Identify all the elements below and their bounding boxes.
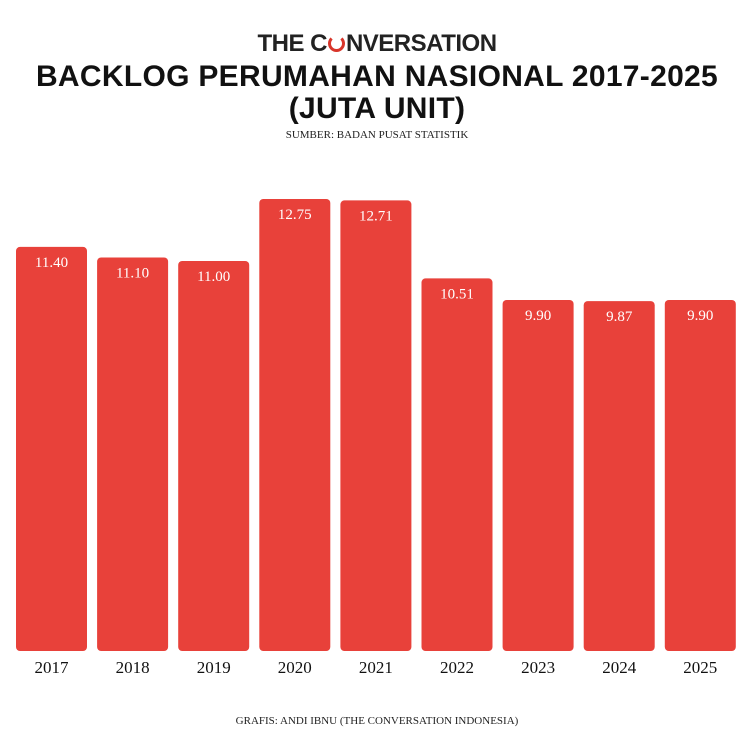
chart-source: SUMBER: BADAN PUSAT STATISTIK — [285, 129, 469, 141]
chart-title-line1: BACKLOG PERUMAHAN NASIONAL 2017-2025 — [35, 60, 719, 93]
bar-value-label: 11.10 — [116, 266, 149, 282]
bar-2018 — [97, 257, 169, 651]
bar-value-label: 12.75 — [278, 207, 312, 223]
bar-value-label: 11.00 — [197, 269, 230, 285]
chart-title-line2: (JUTA UNIT) — [288, 92, 466, 125]
logo-o-mark-icon — [327, 35, 345, 52]
x-tick-label: 2019 — [197, 658, 231, 677]
brand-logo: THE C NVERSATION — [0, 30, 754, 58]
chart-credit: GRAFIS: ANDI IBNU (THE CONVERSATION INDO… — [235, 715, 519, 727]
bar-2021 — [340, 200, 412, 651]
bar-value-label: 9.90 — [687, 308, 713, 324]
bar-2022 — [421, 278, 493, 651]
bar-value-label: 9.90 — [525, 308, 551, 324]
bar-2020 — [259, 199, 331, 651]
bar-2024 — [583, 301, 655, 651]
logo-text-prefix: THE C — [257, 30, 327, 57]
x-tick-label: 2018 — [116, 658, 150, 677]
bar-value-label: 9.87 — [606, 309, 633, 325]
bar-2025 — [664, 300, 736, 651]
x-tick-label: 2021 — [359, 658, 393, 677]
logo-text-suffix: NVERSATION — [345, 30, 497, 57]
bar-2023 — [502, 300, 574, 651]
x-tick-label: 2025 — [683, 658, 717, 677]
bar-value-label: 12.71 — [359, 208, 393, 224]
x-tick-label: 2023 — [521, 658, 555, 677]
bar-value-label: 11.40 — [35, 255, 68, 271]
bar-value-label: 10.51 — [440, 286, 474, 302]
x-tick-label: 2020 — [278, 658, 312, 677]
x-tick-label: 2022 — [440, 658, 474, 677]
x-tick-label: 2024 — [602, 658, 637, 677]
bar-2019 — [178, 261, 250, 651]
x-tick-label: 2017 — [35, 658, 70, 677]
bar-2017 — [16, 246, 87, 651]
